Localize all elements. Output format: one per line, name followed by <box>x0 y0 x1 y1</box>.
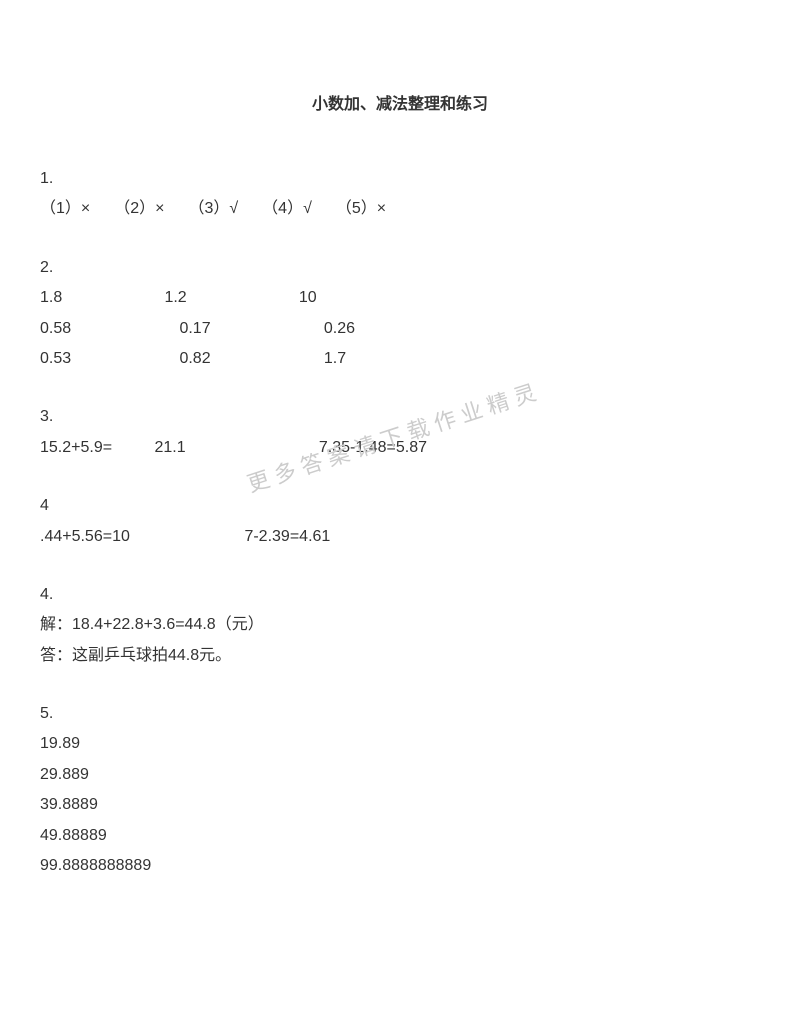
q2-r2c: 0.26 <box>324 320 355 337</box>
question-4: 4. 解：18.4+22.8+3.6=44.8（元） 答：这副乒乓球拍44.8元… <box>40 580 760 671</box>
q5-l4: 49.88889 <box>40 821 760 851</box>
q1-items: （1）× （2）× （3）√ （4）√ （5）× <box>40 194 760 224</box>
q2-r3a: 0.53 <box>40 344 175 374</box>
q3-l1b: 21.1 <box>154 433 314 463</box>
q2-row3: 0.53 0.82 1.7 <box>40 344 760 374</box>
q5-number: 5. <box>40 699 760 729</box>
q5-l2: 29.889 <box>40 760 760 790</box>
q2-r1b: 1.2 <box>164 283 294 313</box>
q5-l1: 19.89 <box>40 729 760 759</box>
q1-number: 1. <box>40 164 760 194</box>
q2-r1a: 1.8 <box>40 283 160 313</box>
q2-row1: 1.8 1.2 10 <box>40 283 760 313</box>
q3-l2b: 7-2.39=4.61 <box>244 528 330 545</box>
q5-l3: 39.8889 <box>40 790 760 820</box>
question-3: 3. 15.2+5.9= 21.1 7.35-1.48=5.87 4 .44+5… <box>40 402 760 552</box>
question-5: 5. 19.89 29.889 39.8889 49.88889 99.8888… <box>40 699 760 881</box>
q2-r2b: 0.17 <box>179 314 319 344</box>
question-2: 2. 1.8 1.2 10 0.58 0.17 0.26 0.53 0.82 1… <box>40 253 760 375</box>
q2-r3c: 1.7 <box>324 350 346 367</box>
q3-number: 3. <box>40 402 760 432</box>
q3-l1a: 15.2+5.9= <box>40 433 150 463</box>
q2-r1c: 10 <box>299 289 317 306</box>
q3-l1c: 7.35-1.48=5.87 <box>319 439 427 456</box>
q2-number: 2. <box>40 253 760 283</box>
q2-r2a: 0.58 <box>40 314 175 344</box>
q2-r3b: 0.82 <box>179 344 319 374</box>
question-1: 1. （1）× （2）× （3）√ （4）√ （5）× <box>40 164 760 225</box>
q3-l2a: .44+5.56=10 <box>40 522 240 552</box>
q3-line2n: 4 <box>40 491 760 521</box>
q4-number: 4. <box>40 580 760 610</box>
q3-line2: .44+5.56=10 7-2.39=4.61 <box>40 522 760 552</box>
q3-line1: 15.2+5.9= 21.1 7.35-1.48=5.87 <box>40 433 760 463</box>
q2-row2: 0.58 0.17 0.26 <box>40 314 760 344</box>
q4-line2: 答：这副乒乓球拍44.8元。 <box>40 641 760 671</box>
q5-l5: 99.8888888889 <box>40 851 760 881</box>
q4-line1: 解：18.4+22.8+3.6=44.8（元） <box>40 610 760 640</box>
page-title: 小数加、减法整理和练习 <box>40 90 760 114</box>
